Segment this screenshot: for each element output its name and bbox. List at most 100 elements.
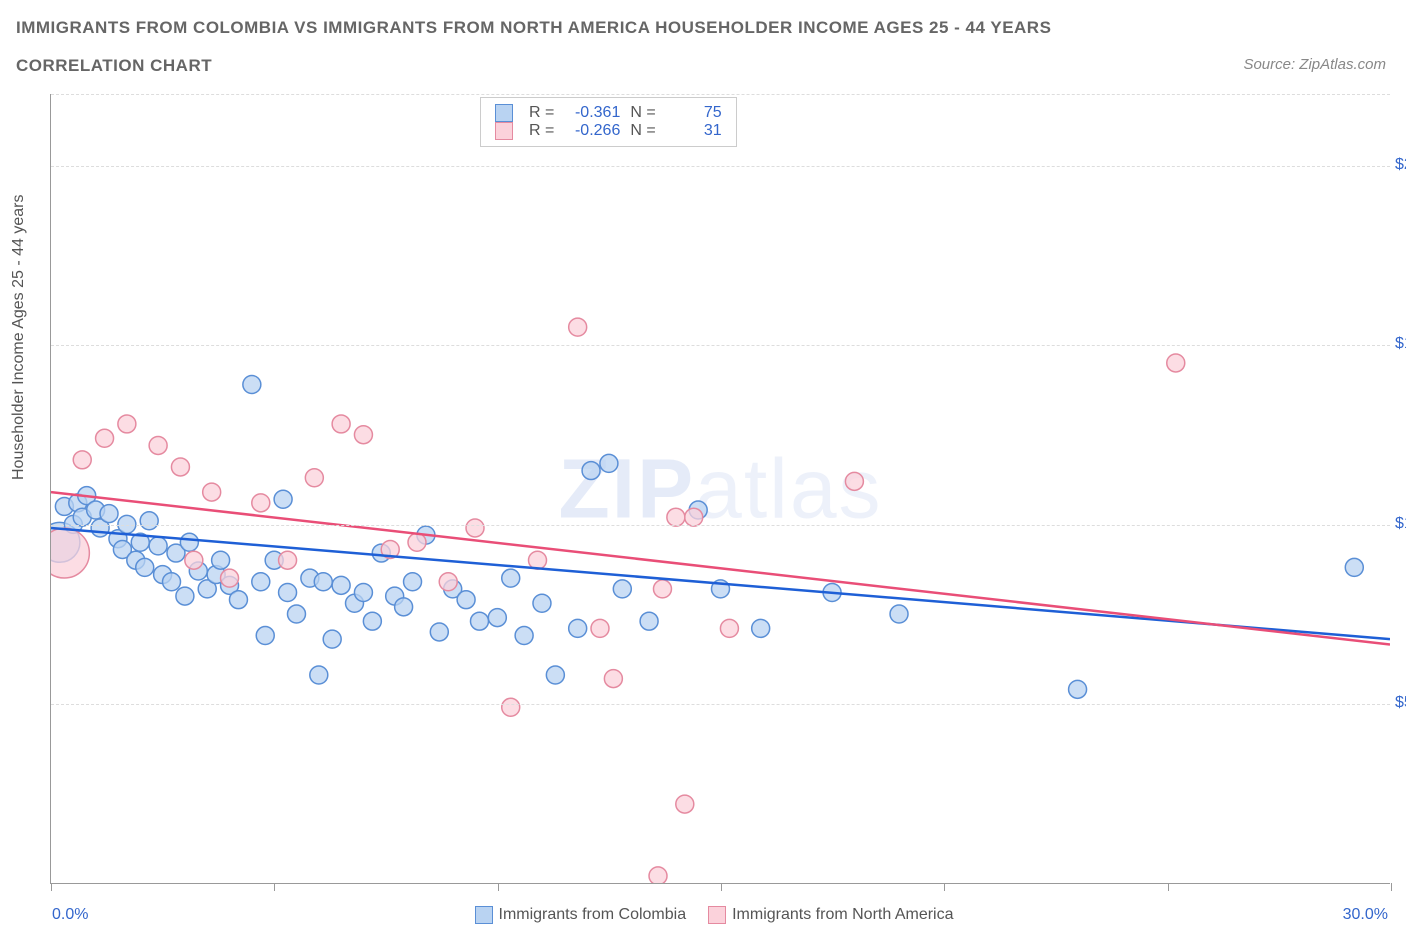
- scatter-point: [752, 619, 770, 637]
- scatter-point: [305, 469, 323, 487]
- scatter-point: [279, 551, 297, 569]
- scatter-point: [256, 627, 274, 645]
- scatter-point: [163, 573, 181, 591]
- gridline: [51, 94, 1390, 95]
- scatter-point: [613, 580, 631, 598]
- scatter-point: [73, 451, 91, 469]
- scatter-point: [323, 630, 341, 648]
- chart-title-line1: IMMIGRANTS FROM COLOMBIA VS IMMIGRANTS F…: [16, 18, 1051, 38]
- scatter-point: [439, 573, 457, 591]
- gridline: [51, 704, 1390, 705]
- chart-title-line2: CORRELATION CHART: [16, 56, 212, 76]
- scatter-point: [591, 619, 609, 637]
- chart-plot-area: ZIPatlas $50,000$100,000$150,000$200,000: [50, 94, 1390, 884]
- y-axis-label: Householder Income Ages 25 - 44 years: [10, 195, 28, 481]
- scatter-point: [136, 558, 154, 576]
- x-tick: [274, 883, 275, 891]
- scatter-point: [243, 376, 261, 394]
- scatter-point: [488, 609, 506, 627]
- scatter-point: [569, 318, 587, 336]
- scatter-point: [180, 533, 198, 551]
- x-tick: [721, 883, 722, 891]
- scatter-point: [252, 494, 270, 512]
- scatter-point: [653, 580, 671, 598]
- scatter-point: [676, 795, 694, 813]
- scatter-point: [457, 591, 475, 609]
- scatter-point: [720, 619, 738, 637]
- scatter-point: [600, 454, 618, 472]
- correlation-stats-box: R = -0.361 N = 75 R = -0.266 N = 31: [480, 97, 737, 147]
- stats-r-value: -0.361: [564, 104, 620, 122]
- scatter-point: [1345, 558, 1363, 576]
- gridline: [51, 345, 1390, 346]
- scatter-point: [502, 698, 520, 716]
- y-tick-label: $50,000: [1395, 694, 1406, 712]
- stats-r-value: -0.266: [564, 122, 620, 140]
- scatter-point: [279, 584, 297, 602]
- scatter-point: [354, 426, 372, 444]
- scatter-point: [604, 670, 622, 688]
- scatter-point: [149, 537, 167, 555]
- scatter-point: [332, 576, 350, 594]
- gridline: [51, 166, 1390, 167]
- scatter-point: [51, 528, 89, 578]
- scatter-point: [529, 551, 547, 569]
- scatter-point: [171, 458, 189, 476]
- legend-swatch: [475, 906, 493, 924]
- x-tick: [51, 883, 52, 891]
- x-tick: [1168, 883, 1169, 891]
- legend-swatch: [708, 906, 726, 924]
- y-tick-label: $150,000: [1395, 335, 1406, 353]
- stats-row: R = -0.361 N = 75: [495, 104, 722, 122]
- scatter-point: [533, 594, 551, 612]
- scatter-point: [118, 415, 136, 433]
- scatter-svg: [51, 94, 1390, 883]
- scatter-point: [546, 666, 564, 684]
- scatter-point: [1069, 680, 1087, 698]
- legend-label: Immigrants from Colombia: [499, 906, 687, 923]
- scatter-point: [332, 415, 350, 433]
- scatter-point: [466, 519, 484, 537]
- scatter-point: [502, 569, 520, 587]
- scatter-point: [252, 573, 270, 591]
- series-swatch-na: [495, 122, 513, 140]
- scatter-point: [203, 483, 221, 501]
- scatter-point: [287, 605, 305, 623]
- scatter-point: [96, 429, 114, 447]
- scatter-point: [310, 666, 328, 684]
- scatter-point: [470, 612, 488, 630]
- legend-label: Immigrants from North America: [732, 906, 953, 923]
- scatter-point: [274, 490, 292, 508]
- stats-n-value: 75: [666, 104, 722, 122]
- scatter-point: [185, 551, 203, 569]
- scatter-point: [149, 436, 167, 454]
- x-tick: [498, 883, 499, 891]
- stats-row: R = -0.266 N = 31: [495, 122, 722, 140]
- stats-r-label: R =: [529, 122, 554, 140]
- scatter-point: [212, 551, 230, 569]
- scatter-point: [314, 573, 332, 591]
- scatter-point: [1167, 354, 1185, 372]
- scatter-point: [140, 512, 158, 530]
- x-tick: [944, 883, 945, 891]
- x-tick: [1391, 883, 1392, 891]
- stats-n-value: 31: [666, 122, 722, 140]
- stats-r-label: R =: [529, 104, 554, 122]
- scatter-point: [229, 591, 247, 609]
- gridline: [51, 525, 1390, 526]
- series-swatch-colombia: [495, 104, 513, 122]
- source-attribution: Source: ZipAtlas.com: [1243, 56, 1386, 73]
- y-tick-label: $100,000: [1395, 515, 1406, 533]
- scatter-point: [408, 533, 426, 551]
- scatter-point: [354, 584, 372, 602]
- scatter-point: [430, 623, 448, 641]
- stats-n-label: N =: [630, 104, 655, 122]
- scatter-point: [363, 612, 381, 630]
- y-tick-label: $200,000: [1395, 156, 1406, 174]
- scatter-point: [845, 472, 863, 490]
- scatter-point: [569, 619, 587, 637]
- scatter-point: [649, 867, 667, 883]
- scatter-point: [582, 462, 600, 480]
- scatter-point: [515, 627, 533, 645]
- scatter-point: [100, 505, 118, 523]
